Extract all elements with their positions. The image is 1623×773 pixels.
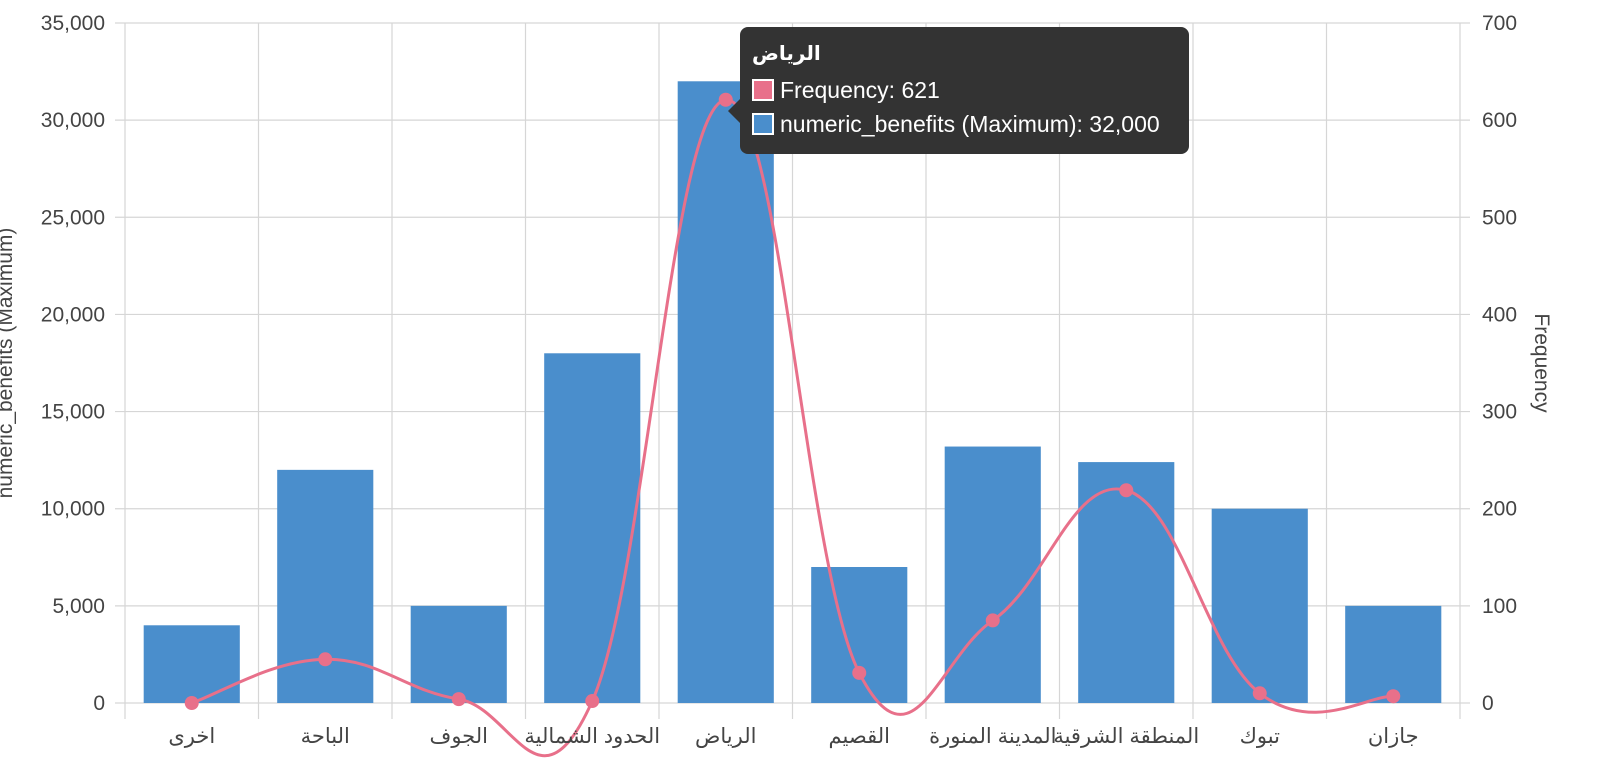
bar <box>143 625 240 703</box>
bar <box>410 605 507 703</box>
bar <box>1211 508 1308 703</box>
x-tick-label: الرياض <box>695 725 756 748</box>
chart-tooltip: الرياض Frequency: 621 numeric_benefits (… <box>728 27 1189 154</box>
left-tick-label: 0 <box>93 692 105 715</box>
left-tick-label: 30,000 <box>41 109 105 132</box>
bar <box>1345 605 1442 703</box>
line-point <box>1386 689 1401 704</box>
bar <box>677 81 774 704</box>
left-tick-label: 25,000 <box>41 206 105 229</box>
right-tick-label: 500 <box>1482 206 1517 229</box>
x-tick-label: اخرى <box>168 725 215 748</box>
line-series <box>184 92 1401 758</box>
x-tick-label: القصيم <box>829 725 890 749</box>
right-tick-label: 700 <box>1482 12 1517 35</box>
right-axis-title: Frequency <box>1530 313 1553 413</box>
x-tick-label: المدينة المنورة <box>929 725 1056 748</box>
x-tick-label: المنطقة الشرقية <box>1053 725 1199 748</box>
line-point <box>318 652 333 667</box>
bar <box>1078 462 1175 703</box>
frequency-swatch-icon <box>752 79 774 101</box>
line-point <box>184 696 199 710</box>
bar <box>277 469 374 703</box>
bar <box>544 353 641 703</box>
grid-lines <box>115 22 1470 719</box>
line-point <box>985 613 1000 628</box>
right-tick-label: 100 <box>1482 595 1517 618</box>
tooltip-row-benefits: numeric_benefits (Maximum): 32,000 <box>752 107 1177 141</box>
tooltip-pointer <box>728 99 740 123</box>
tooltip-frequency-text: Frequency: 621 <box>780 76 940 103</box>
left-tick-label: 15,000 <box>41 401 105 424</box>
x-tick-label: جازان <box>1368 725 1419 748</box>
tooltip-row-frequency: Frequency: 621 <box>752 73 1177 107</box>
x-tick-label: الحدود الشمالية <box>524 725 660 748</box>
x-tick-label: الباحة <box>301 725 350 748</box>
line-point <box>451 692 466 707</box>
line-point <box>1119 483 1134 498</box>
line-point <box>852 665 867 680</box>
right-tick-label: 400 <box>1482 303 1517 326</box>
x-tick-label: تبوك <box>1240 725 1280 748</box>
benefits-swatch-icon <box>752 113 774 135</box>
right-tick-label: 600 <box>1482 109 1517 132</box>
right-tick-label: 0 <box>1482 692 1494 715</box>
bar <box>811 567 908 703</box>
tooltip-benefits-text: numeric_benefits (Maximum): 32,000 <box>780 110 1160 137</box>
tooltip-title: الرياض <box>752 43 821 65</box>
left-tick-label: 35,000 <box>41 12 105 35</box>
right-tick-label: 300 <box>1482 401 1517 424</box>
axes: 0 0 5,000 100 10,000 200 15,000 300 20,000 400 25,… <box>41 12 1517 749</box>
left-axis-title: numeric_benefits (Maximum) <box>0 228 17 499</box>
right-tick-label: 200 <box>1482 498 1517 521</box>
line-point <box>1252 686 1267 701</box>
bar <box>944 446 1041 703</box>
x-tick-label: الجوف <box>430 725 488 748</box>
left-tick-label: 20,000 <box>41 303 105 326</box>
line-point <box>585 694 600 709</box>
left-tick-label: 10,000 <box>41 498 105 521</box>
left-tick-label: 5,000 <box>52 595 105 618</box>
